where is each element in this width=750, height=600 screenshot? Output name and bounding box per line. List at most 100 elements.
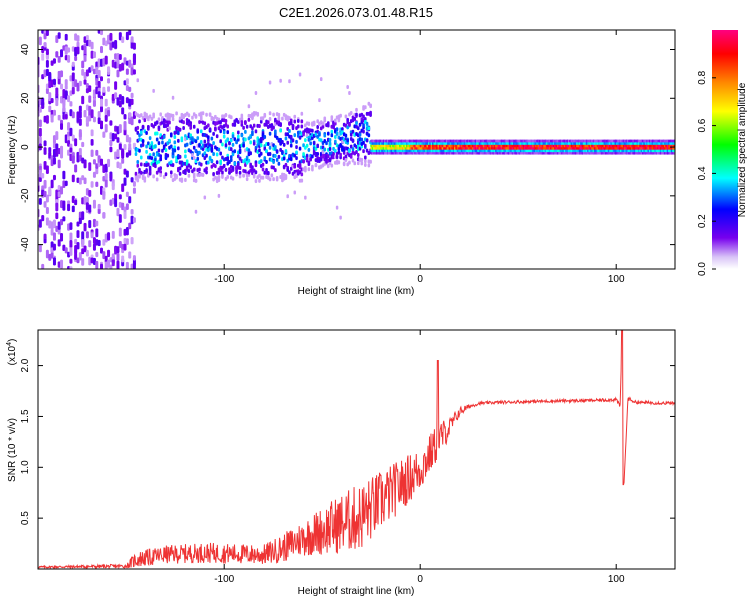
spectrogram-cell-1902 xyxy=(385,151,388,155)
spectrogram-cell-1947 xyxy=(394,144,397,148)
spectrogram-cell-2173 xyxy=(447,149,449,153)
spectrogram-cell-2657 xyxy=(556,139,559,143)
spectrogram-cell-2271 xyxy=(469,144,471,148)
spectrogram-cell-1098 xyxy=(229,155,233,160)
spectrogram-cell-2625 xyxy=(550,144,552,148)
spectrogram-cell-3010 xyxy=(637,141,640,145)
spectrogram-cell-1358 xyxy=(279,122,282,127)
spectrogram-cell-350 xyxy=(95,228,99,238)
spectrogram-cell-3125 xyxy=(663,139,666,143)
spectrogram-cell-2032 xyxy=(414,141,417,145)
spectrogram-cell-2220 xyxy=(458,151,460,155)
spectrogram-cell-556 xyxy=(128,251,132,259)
spectrogram-cell-2927 xyxy=(618,139,621,143)
spectrogram-cell-29 xyxy=(41,74,45,80)
spectrogram-cell-910 xyxy=(194,114,198,119)
spectrogram-cell-207 xyxy=(69,90,73,96)
spectrogram-cell-1432 xyxy=(293,114,297,119)
spectrogram-cell-387 xyxy=(100,120,104,128)
spectrogram-cell-2534 xyxy=(529,146,532,150)
spectrogram-cell-46 xyxy=(43,33,47,40)
spectrogram-cell-2600 xyxy=(544,146,547,150)
spectrogram-cell-2577 xyxy=(539,144,541,148)
spectrogram-cell-1989 xyxy=(404,144,407,148)
spectrogram-cell-2881 xyxy=(609,149,611,153)
spectrogram-cell-3040 xyxy=(644,141,647,145)
spectrogram-cell-1869 xyxy=(377,144,379,148)
spectrogram-cell-181 xyxy=(64,84,68,90)
spectrogram-cell-2065 xyxy=(422,149,425,153)
spectrogram-y-tick-label: 0 xyxy=(20,144,31,150)
spectrogram-cell-1925 xyxy=(389,139,392,143)
snr-y-label: SNR (10 * v/v) xyxy=(7,418,18,482)
spectrogram-cell-1562 xyxy=(318,132,321,137)
spectrogram-cell-1717 xyxy=(346,85,349,90)
spectrogram-cell-1978 xyxy=(401,141,404,145)
spectrogram-cell-359 xyxy=(95,78,99,86)
spectrogram-cell-1377 xyxy=(282,156,286,161)
spectrogram-cell-2771 xyxy=(582,139,585,143)
spectrogram-cell-2192 xyxy=(451,146,454,150)
spectrogram-cell-2286 xyxy=(473,151,475,155)
spectrogram-cell-2068 xyxy=(422,141,425,145)
spectrogram-cell-2816 xyxy=(593,146,596,150)
spectrogram-cell-451 xyxy=(111,230,115,239)
spectrogram-cell-670 xyxy=(148,171,152,176)
spectrogram-cell-2732 xyxy=(574,146,577,150)
spectrogram-cell-147 xyxy=(60,123,64,130)
spectrogram-cell-2619 xyxy=(548,144,551,148)
spectrogram-cell-315 xyxy=(88,39,92,47)
spectrogram-cell-723 xyxy=(159,154,162,159)
spectrogram-cell-3025 xyxy=(641,149,644,153)
spectrogram-cell-3027 xyxy=(641,144,644,148)
spectrogram-cell-948 xyxy=(201,111,205,116)
spectrogram-cell-2942 xyxy=(622,146,625,150)
spectrogram-cell-2901 xyxy=(613,144,615,148)
spectrogram-cell-2622 xyxy=(550,151,552,155)
spectrogram-cell-2243 xyxy=(462,139,465,143)
spectrogram-cell-2262 xyxy=(467,151,470,155)
spectrogram-cell-2057 xyxy=(419,139,422,143)
spectrogram-cell-538 xyxy=(125,226,129,236)
spectrogram-cell-1901 xyxy=(384,139,386,143)
spectrogram-cell-2693 xyxy=(565,139,567,143)
spectrogram-cell-1089 xyxy=(228,141,231,146)
spectrogram-cell-2147 xyxy=(440,139,443,143)
spectrogram-cell-1885 xyxy=(381,149,384,153)
spectrogram-cell-1340 xyxy=(275,175,279,180)
spectrogram-cell-3139 xyxy=(668,149,670,153)
spectrogram-cell-2343 xyxy=(485,144,488,148)
spectrogram-cell-2636 xyxy=(552,146,555,150)
spectrogram-cell-25 xyxy=(38,219,42,228)
spectrogram-cell-2038 xyxy=(415,141,418,145)
spectrogram-cell-2090 xyxy=(427,146,430,150)
spectrogram-cell-1053 xyxy=(221,170,224,175)
spectrogram-cell-2897 xyxy=(611,139,614,143)
spectrogram-cell-251 xyxy=(76,46,80,55)
spectrogram-cell-88 xyxy=(50,159,54,167)
spectrogram-cell-2609 xyxy=(545,139,548,143)
spectrogram-cell-2888 xyxy=(610,146,613,150)
spectrogram-cell-2477 xyxy=(515,139,518,143)
spectrogram-cell-3133 xyxy=(666,149,669,153)
spectrogram-cell-1893 xyxy=(382,144,385,148)
spectrogram-cell-114 xyxy=(55,35,59,43)
spectrogram-cell-223 xyxy=(71,72,75,82)
spectrogram-cell-201 xyxy=(69,109,73,117)
spectrogram-cell-200 xyxy=(69,222,73,230)
spectrogram-cell-1060 xyxy=(222,130,226,135)
spectrogram-cell-24 xyxy=(38,197,42,205)
spectrogram-cell-882 xyxy=(189,133,192,138)
spectrogram-cell-2219 xyxy=(456,139,459,143)
spectrogram-cell-1228 xyxy=(254,129,258,134)
spectrogram-cell-1920 xyxy=(389,151,392,155)
spectrogram-cell-1296 xyxy=(268,111,272,116)
spectrogram-cell-3061 xyxy=(650,149,652,153)
x-tick-label-0: 0 xyxy=(417,574,423,585)
spectrogram-cell-1927 xyxy=(390,149,393,153)
spectrogram-cell-2272 xyxy=(469,141,471,145)
spectrogram-cell-728 xyxy=(159,112,162,117)
spectrogram-cell-1983 xyxy=(403,144,406,148)
spectrogram-cell-167 xyxy=(62,100,66,107)
spectrogram-cell-2727 xyxy=(573,144,576,148)
